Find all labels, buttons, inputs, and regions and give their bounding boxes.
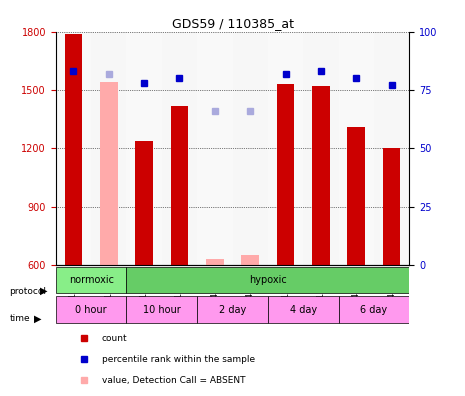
Text: 0 hour: 0 hour <box>75 305 107 314</box>
FancyBboxPatch shape <box>339 296 409 323</box>
Text: percentile rank within the sample: percentile rank within the sample <box>102 355 255 364</box>
Text: count: count <box>102 334 127 343</box>
Text: time: time <box>9 314 30 323</box>
Bar <box>241 255 259 265</box>
Text: normoxic: normoxic <box>69 275 113 285</box>
Text: 4 day: 4 day <box>290 305 317 314</box>
Text: hypoxic: hypoxic <box>249 275 287 285</box>
Title: GDS59 / 110385_at: GDS59 / 110385_at <box>172 17 293 30</box>
Bar <box>100 82 118 265</box>
Bar <box>135 141 153 265</box>
Bar <box>383 148 400 265</box>
Bar <box>268 32 303 265</box>
Bar <box>312 86 330 265</box>
FancyBboxPatch shape <box>197 296 268 323</box>
FancyBboxPatch shape <box>56 267 126 293</box>
Text: value, Detection Call = ABSENT: value, Detection Call = ABSENT <box>102 376 245 385</box>
Bar <box>162 32 197 265</box>
Bar <box>91 32 126 265</box>
Bar <box>65 34 82 265</box>
Bar <box>126 32 162 265</box>
FancyBboxPatch shape <box>126 296 197 323</box>
Text: ▶: ▶ <box>40 286 47 296</box>
Bar <box>339 32 374 265</box>
Text: 10 hour: 10 hour <box>143 305 181 314</box>
Bar <box>347 127 365 265</box>
Bar <box>374 32 409 265</box>
Bar <box>303 32 339 265</box>
Bar <box>171 106 188 265</box>
FancyBboxPatch shape <box>268 296 339 323</box>
Bar <box>197 32 232 265</box>
Bar <box>277 84 294 265</box>
Text: 2 day: 2 day <box>219 305 246 314</box>
Bar <box>56 32 91 265</box>
Bar <box>206 259 224 265</box>
Text: 6 day: 6 day <box>360 305 387 314</box>
FancyBboxPatch shape <box>56 296 126 323</box>
Bar <box>232 32 268 265</box>
Text: protocol: protocol <box>9 287 46 295</box>
Text: ▶: ▶ <box>34 314 41 324</box>
FancyBboxPatch shape <box>126 267 409 293</box>
